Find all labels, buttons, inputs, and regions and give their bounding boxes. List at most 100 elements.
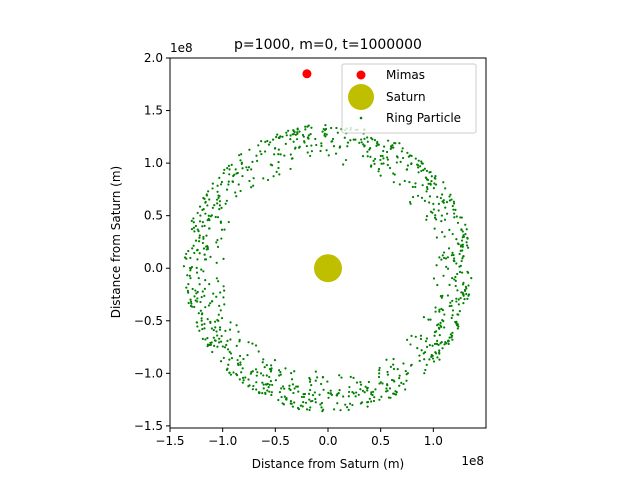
ring-particle-point (420, 169, 423, 173)
ring-particle-point (419, 337, 423, 341)
ring-particle-point (389, 145, 393, 148)
ring-particle-point (215, 277, 218, 280)
ring-particle-point (414, 182, 417, 185)
ring-particle-point (363, 137, 366, 140)
ring-particle-point (420, 349, 423, 352)
ring-particle-point (223, 228, 226, 231)
ring-particle-point (234, 168, 237, 171)
ring-particle-point (255, 388, 258, 391)
ring-particle-point (466, 244, 469, 247)
ring-particle-point (277, 148, 280, 151)
ring-particle-point (452, 259, 455, 262)
ring-particle-point (293, 387, 296, 390)
ring-particle-point (405, 338, 409, 341)
ring-particle-point (210, 341, 213, 344)
ring-particle-point (467, 284, 470, 287)
ring-particle-point (264, 140, 267, 143)
ring-particle-point (454, 275, 457, 279)
ring-particle-point (386, 389, 389, 392)
ring-particle-point (447, 247, 451, 250)
legend-marker-ring-particle (359, 116, 363, 120)
ring-particle-point (241, 367, 244, 370)
ring-particle-point (401, 147, 404, 150)
ring-particle-point (307, 392, 311, 395)
ring-particle-point (220, 206, 223, 209)
ring-particle-point (434, 306, 437, 309)
ring-particle-point (324, 127, 328, 131)
ring-particle-point (196, 300, 199, 303)
ring-particle-point (424, 176, 427, 179)
ring-particle-point (225, 343, 228, 347)
ring-particle-point (405, 168, 409, 171)
ring-particle-point (461, 283, 465, 286)
ring-particle-point (216, 190, 219, 193)
ring-particle-point (219, 183, 223, 186)
ring-particle-point (342, 395, 345, 398)
ring-particle-point (195, 271, 199, 274)
ring-particle-point (418, 354, 421, 357)
ring-particle-point (309, 406, 312, 409)
ring-particle-point (281, 135, 284, 138)
ring-particle-point (460, 291, 463, 294)
ring-particle-point (441, 200, 444, 203)
legend-label-mimas: Mimas (386, 68, 425, 82)
ring-particle-point (284, 398, 288, 401)
ring-particle-point (212, 328, 215, 332)
ring-particle-point (360, 401, 364, 404)
ring-particle-point (198, 205, 202, 208)
ring-particle-point (406, 151, 409, 154)
ring-particle-point (418, 165, 422, 168)
ring-particle-point (309, 400, 313, 403)
ring-particle-point (433, 216, 437, 219)
ring-particle-point (428, 358, 431, 361)
ring-particle-point (196, 211, 199, 215)
ring-particle-point (204, 258, 208, 261)
ring-particle-point (425, 186, 429, 189)
ring-particle-point (291, 383, 295, 386)
ring-particle-point (309, 133, 312, 136)
ring-particle-point (402, 362, 405, 365)
ring-particle-point (235, 172, 238, 175)
ring-particle-point (204, 201, 207, 204)
ring-particle-point (448, 336, 451, 339)
ring-particle-point (314, 397, 317, 401)
ring-particle-point (219, 291, 222, 294)
ring-particle-point (193, 251, 196, 255)
ring-particle-point (314, 401, 317, 404)
ring-particle-point (309, 378, 312, 381)
ring-particle-point (189, 298, 192, 301)
ring-particle-point (425, 345, 429, 348)
ring-particle-point (214, 215, 217, 219)
ring-particle-point (255, 154, 258, 157)
ring-particle-point (320, 406, 323, 409)
ring-particle-point (346, 141, 350, 144)
ring-particle-point (311, 394, 315, 397)
ring-particle-point (425, 337, 429, 340)
ring-particle-point (265, 374, 268, 377)
ring-particle-point (272, 175, 275, 178)
ring-particle-point (295, 138, 299, 141)
ring-particle-point (435, 330, 438, 333)
ring-particle-point (276, 133, 279, 136)
ring-particle-point (239, 159, 242, 162)
ring-particle-point (386, 373, 390, 376)
ring-particle-point (227, 183, 230, 186)
ring-particle-point (336, 402, 339, 405)
ring-particle-point (186, 274, 189, 277)
ring-particle-point (392, 146, 395, 149)
ring-particle-point (215, 295, 218, 298)
ring-particle-point (437, 209, 440, 212)
ring-particle-point (277, 398, 280, 402)
ring-particle-point (316, 376, 319, 379)
ring-particle-point (196, 290, 199, 294)
ring-particle-point (370, 393, 373, 396)
ring-particle-point (238, 338, 241, 342)
ring-particle-point (329, 389, 332, 392)
ring-particle-point (428, 201, 431, 204)
ring-particle-point (211, 182, 214, 185)
ring-particle-point (199, 214, 202, 217)
ring-particle-point (246, 354, 249, 357)
ring-particle-point (251, 388, 254, 391)
ring-particle-point (287, 129, 290, 132)
ring-particle-point (261, 361, 264, 364)
